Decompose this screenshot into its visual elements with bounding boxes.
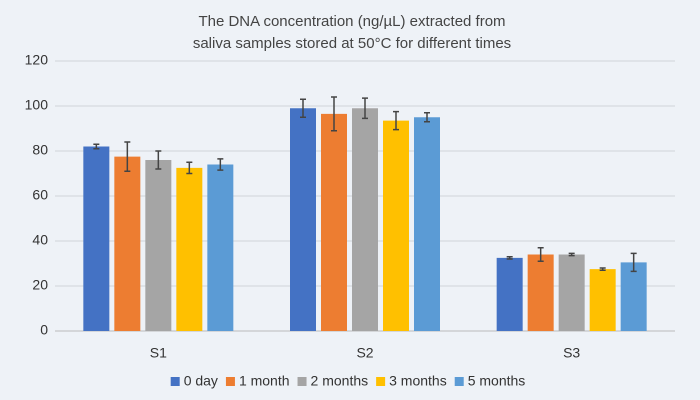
error-bar bbox=[599, 267, 606, 271]
bar bbox=[620, 262, 647, 331]
error-bar bbox=[124, 141, 131, 172]
legend-label: 2 months bbox=[311, 373, 369, 389]
bar bbox=[145, 160, 172, 331]
error-bar bbox=[186, 161, 193, 175]
legend-label: 3 months bbox=[389, 373, 447, 389]
legend-label: 1 month bbox=[239, 373, 290, 389]
bar bbox=[589, 269, 616, 331]
error-bar bbox=[155, 150, 162, 170]
bar bbox=[83, 146, 110, 331]
error-bar bbox=[630, 252, 637, 273]
legend-swatch bbox=[454, 377, 464, 386]
error-bar bbox=[217, 158, 224, 171]
bar bbox=[290, 108, 316, 331]
error-bar bbox=[537, 247, 544, 262]
legend-label: 5 months bbox=[468, 373, 526, 389]
x-tick-label: S1 bbox=[150, 345, 167, 361]
bar bbox=[558, 254, 585, 331]
legend-swatch bbox=[376, 377, 386, 386]
bar bbox=[321, 113, 347, 331]
bar bbox=[527, 254, 554, 331]
y-tick-label: 80 bbox=[32, 142, 48, 158]
bar bbox=[383, 120, 409, 331]
chart-title: saliva samples stored at 50°C for differ… bbox=[193, 35, 511, 52]
error-bar bbox=[93, 143, 100, 150]
bar bbox=[414, 117, 440, 331]
error-bar bbox=[506, 256, 513, 260]
legend-label: 0 day bbox=[184, 373, 218, 389]
legend-swatch bbox=[225, 377, 235, 386]
error-bar bbox=[300, 98, 306, 118]
bar bbox=[207, 164, 234, 331]
bar bbox=[176, 167, 203, 331]
error-bar bbox=[568, 252, 575, 257]
bar bbox=[496, 257, 523, 331]
y-tick-label: 100 bbox=[25, 97, 49, 113]
y-tick-label: 120 bbox=[25, 52, 49, 68]
legend-swatch bbox=[297, 377, 307, 386]
y-tick-label: 0 bbox=[40, 322, 48, 338]
x-tick-label: S3 bbox=[563, 345, 580, 361]
bar bbox=[114, 156, 141, 331]
y-tick-label: 20 bbox=[32, 277, 48, 293]
error-bar bbox=[362, 97, 368, 120]
error-bar bbox=[424, 112, 430, 123]
y-tick-label: 40 bbox=[32, 232, 48, 248]
y-tick-label: 60 bbox=[32, 187, 48, 203]
chart-title: The DNA concentration (ng/µL) extracted … bbox=[198, 13, 505, 30]
bar bbox=[352, 108, 378, 331]
legend-swatch bbox=[170, 377, 180, 386]
x-tick-label: S2 bbox=[356, 345, 373, 361]
error-bar bbox=[393, 110, 399, 131]
error-bar bbox=[331, 96, 337, 132]
